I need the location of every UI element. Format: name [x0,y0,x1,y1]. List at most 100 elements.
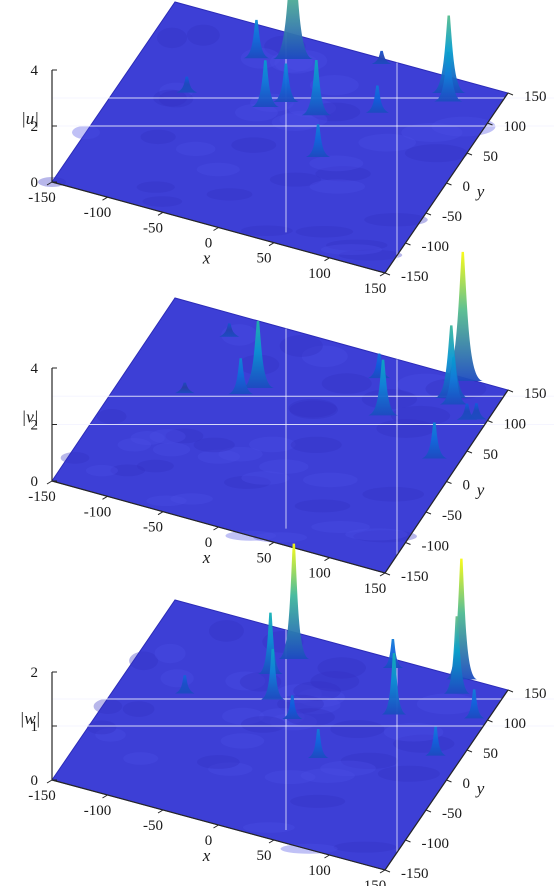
x-tick-label: -100 [84,803,112,819]
surface-peak [434,51,463,102]
surface-peak [381,653,407,715]
x-tick-label: 0 [205,535,213,551]
z-axis: 0 2 4 |u| [21,63,57,191]
surface-peak [176,76,198,93]
z-tick-label: 1 [31,719,39,735]
x-axis: -150 -100 -50 0 50 100 150 x [28,480,386,597]
y-tick-label: 100 [504,119,527,135]
x-axis-label: x [202,548,211,567]
z-axis-label: |u| [21,109,39,128]
y-tick-label: 100 [504,716,527,732]
y-axis-label: y [475,779,485,798]
y-tick-label: 150 [524,89,547,105]
x-tick-label: 50 [257,251,272,267]
surface-peak [273,0,313,59]
x-tick-label: -150 [28,489,56,505]
surface-peak [175,382,195,394]
x-axis: -150 -100 -50 0 50 100 150 x [28,779,387,886]
surface-peak [365,85,389,113]
y-tick-label: 150 [524,386,547,402]
surface-peak [425,726,446,756]
surface-plot-1: -150-100-50050100150x-150-100-5005010015… [21,0,554,297]
z-tick-label: 0 [31,175,39,191]
surface-texture [87,620,478,854]
x-tick-label: 0 [205,236,213,252]
z-axis: 0 1 2 |w| [20,665,57,789]
y-axis: -150 -100 -500 50 100 150 y [384,386,547,585]
x-tick-label: 50 [257,848,272,864]
x-tick-label: -50 [143,520,163,536]
x-tick-label: 100 [308,863,331,879]
surface-peak [251,60,280,108]
x-axis: -150 -100 -50 0 50 100 150 x [28,181,387,297]
surface-plot-2: -150-100-50050100150x-150-100-5005010015… [22,251,554,597]
z-tick-label: 0 [31,773,39,789]
surface-peak [282,695,303,719]
x-tick-label: -100 [84,205,112,221]
y-tick-label: 0 [463,776,471,792]
z-axis-label: |v| [22,408,39,427]
surface-peak [243,19,270,59]
surface-peak [371,50,392,65]
y-tick-label: 0 [463,179,471,195]
x-tick-label: -150 [28,788,56,804]
surface-peak [439,357,468,405]
surface-peak [445,558,477,680]
surface-peak [273,63,299,102]
y-tick-label: -150 [401,269,429,285]
z-tick-label: 0 [31,474,39,490]
surface-peak [278,543,310,659]
x-tick-label: 100 [308,566,331,582]
surface-peak [367,353,391,379]
x-axis-label: x [202,249,211,268]
y-axis-label: y [475,182,485,201]
x-tick-label: -50 [143,818,163,834]
surface-peak [443,616,470,694]
y-tick-label: 150 [524,686,547,702]
z-tick-label: 2 [31,119,39,135]
y-tick-label: -150 [401,569,429,585]
surface-peak [301,60,331,116]
z-tick-label: 4 [31,63,39,79]
surface-peak [228,358,254,395]
surface-peak [305,124,331,158]
surface-plot-3: -150-100-50050100150x-150-100-5005010015… [20,543,554,886]
y-tick-label: 50 [483,149,498,165]
x-axis-label: x [202,846,211,865]
surface-peak [175,675,195,694]
y-tick-label: -150 [401,866,429,882]
grid-lines [52,32,554,263]
y-axis-label: y [475,481,485,500]
x-tick-label: 0 [205,833,213,849]
y-axis: -150 -100 -500 50 100 150 y [384,686,547,882]
surface-peak [242,321,274,389]
z-axis-label: |w| [20,709,41,728]
surface-peak [442,251,483,381]
y-tick-label: -50 [442,508,462,524]
x-tick-label: -50 [143,220,163,236]
x-tick-label: 150 [364,878,387,886]
x-tick-label: 150 [364,281,387,297]
surface-peak [219,323,240,337]
surface-texture [60,324,487,543]
y-axis: -150 -100 -500 50 100 150 y [384,89,547,285]
y-tick-label: 100 [504,417,527,433]
x-tick-label: 50 [257,550,272,566]
y-tick-label: 50 [483,746,498,762]
surface-peak [466,403,487,420]
surface-peak [368,359,398,416]
y-tick-label: -100 [422,539,450,555]
surface-peak [463,689,485,719]
surface-peak [261,648,285,700]
y-tick-label: -50 [442,209,462,225]
z-axis: 0 2 4 |v| [22,361,57,490]
x-tick-label: 100 [308,266,331,282]
surface-peak [456,403,478,420]
y-tick-label: -50 [442,806,462,822]
surface-peak [258,612,283,674]
z-tick-label: 4 [31,361,39,377]
y-tick-label: -100 [422,836,450,852]
grid-lines [52,328,554,560]
y-tick-label: 0 [463,478,471,494]
